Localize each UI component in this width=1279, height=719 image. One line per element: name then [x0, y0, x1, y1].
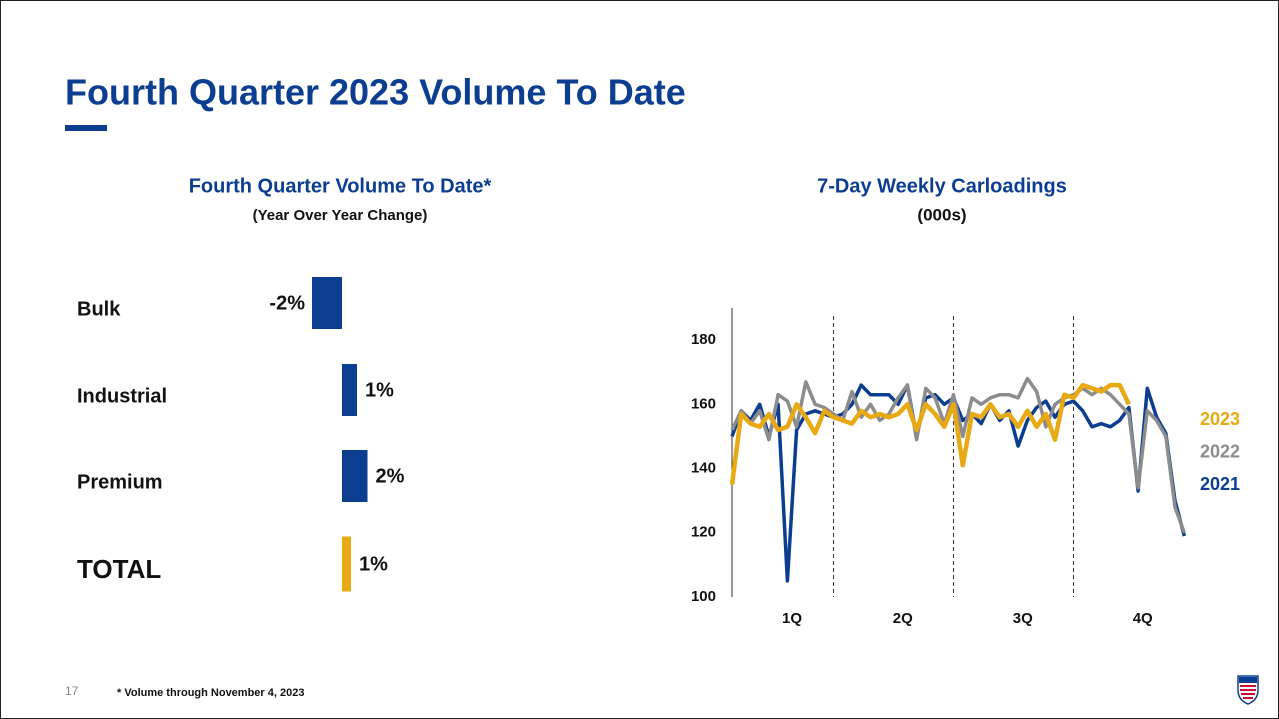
slide-title: Fourth Quarter 2023 Volume To Date: [65, 72, 686, 113]
value-label: 2%: [376, 465, 405, 487]
x-tick-label: 4Q: [1133, 610, 1153, 627]
y-tick-label: 160: [691, 395, 716, 412]
logo: [1237, 675, 1259, 705]
value-label: 1%: [359, 553, 388, 575]
category-label: Bulk: [77, 298, 121, 320]
chart-subtitle: (Year Over Year Change): [253, 207, 428, 224]
category-label: TOTAL: [77, 554, 161, 584]
bar: [312, 277, 342, 329]
value-label: 1%: [365, 379, 394, 401]
series-line: [729, 382, 1131, 485]
bar: [342, 364, 357, 416]
footnote: * Volume through November 4, 2023: [117, 687, 304, 699]
bar: [342, 450, 368, 502]
legend-entry: 2022: [1200, 441, 1240, 461]
title-underline: [65, 125, 107, 131]
series-line: [730, 376, 1186, 534]
x-tick-label: 3Q: [1013, 610, 1033, 627]
category-label: Industrial: [77, 385, 167, 407]
chart-title: 7-Day Weekly Carloadings: [817, 175, 1067, 197]
y-tick-label: 120: [691, 524, 716, 541]
legend-entry: 2021: [1200, 474, 1240, 494]
y-tick-label: 140: [691, 460, 716, 477]
y-tick-label: 180: [691, 331, 716, 348]
x-tick-label: 2Q: [893, 610, 913, 627]
x-tick-label: 1Q: [782, 610, 802, 627]
page-number: 17: [65, 684, 79, 698]
chart-subtitle: (000s): [917, 205, 966, 224]
legend-entry: 2023: [1200, 409, 1240, 429]
bar: [342, 536, 351, 592]
category-label: Premium: [77, 471, 163, 493]
y-tick-label: 100: [691, 588, 716, 605]
value-label: -2%: [269, 292, 305, 314]
chart-title: Fourth Quarter Volume To Date*: [189, 175, 492, 197]
